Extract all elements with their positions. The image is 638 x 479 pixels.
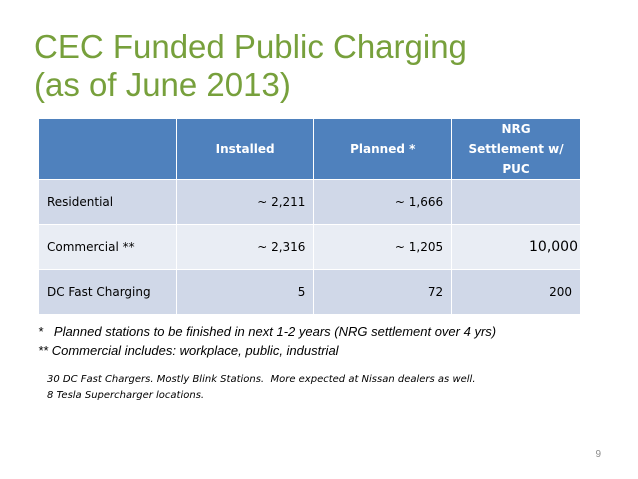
cell-installed: 5: [175, 269, 315, 315]
table-row: Residential ~ 2,211 ~ 1,666: [38, 179, 581, 225]
cell-nrg: 10,000: [451, 224, 581, 270]
cell-planned: ~ 1,666: [313, 179, 453, 225]
header-nrg-settlement: NRG Settlement w/ PUC: [451, 118, 581, 180]
header-planned: Planned *: [313, 118, 453, 180]
row-label: Commercial **: [38, 224, 177, 270]
slide-title: CEC Funded Public Charging (as of June 2…: [34, 28, 467, 104]
cell-installed: ~ 2,211: [175, 179, 315, 225]
cell-planned: 72: [313, 269, 453, 315]
table-row: DC Fast Charging 5 72 200: [38, 269, 581, 315]
header-empty: [38, 118, 177, 180]
table-row: Commercial ** ~ 2,316 ~ 1,205 10,000: [38, 224, 581, 270]
cell-nrg: [451, 179, 581, 225]
cell-installed: ~ 2,316: [175, 224, 315, 270]
notes: 30 DC Fast Chargers. Mostly Blink Statio…: [47, 372, 476, 404]
row-label: DC Fast Charging: [38, 269, 177, 315]
row-label: Residential: [38, 179, 177, 225]
footnote-planned: * Planned stations to be finished in nex…: [38, 324, 497, 339]
slide-title-line-2: (as of June 2013): [34, 66, 291, 103]
cell-nrg: 200: [451, 269, 581, 315]
footnotes: * Planned stations to be finished in nex…: [38, 322, 496, 360]
table-header-row: Installed Planned * NRG Settlement w/ PU…: [38, 118, 581, 180]
cell-planned: ~ 1,205: [313, 224, 453, 270]
note-dc-fast-chargers: 30 DC Fast Chargers. Mostly Blink Statio…: [47, 374, 476, 385]
footnote-commercial: ** Commercial includes: workplace, publi…: [38, 343, 339, 358]
header-installed: Installed: [175, 118, 315, 180]
note-tesla-superchargers: 8 Tesla Supercharger locations.: [47, 390, 205, 401]
page-number: 9: [595, 449, 601, 460]
slide-title-line-1: CEC Funded Public Charging: [34, 28, 467, 65]
charging-table: Installed Planned * NRG Settlement w/ PU…: [38, 118, 581, 315]
